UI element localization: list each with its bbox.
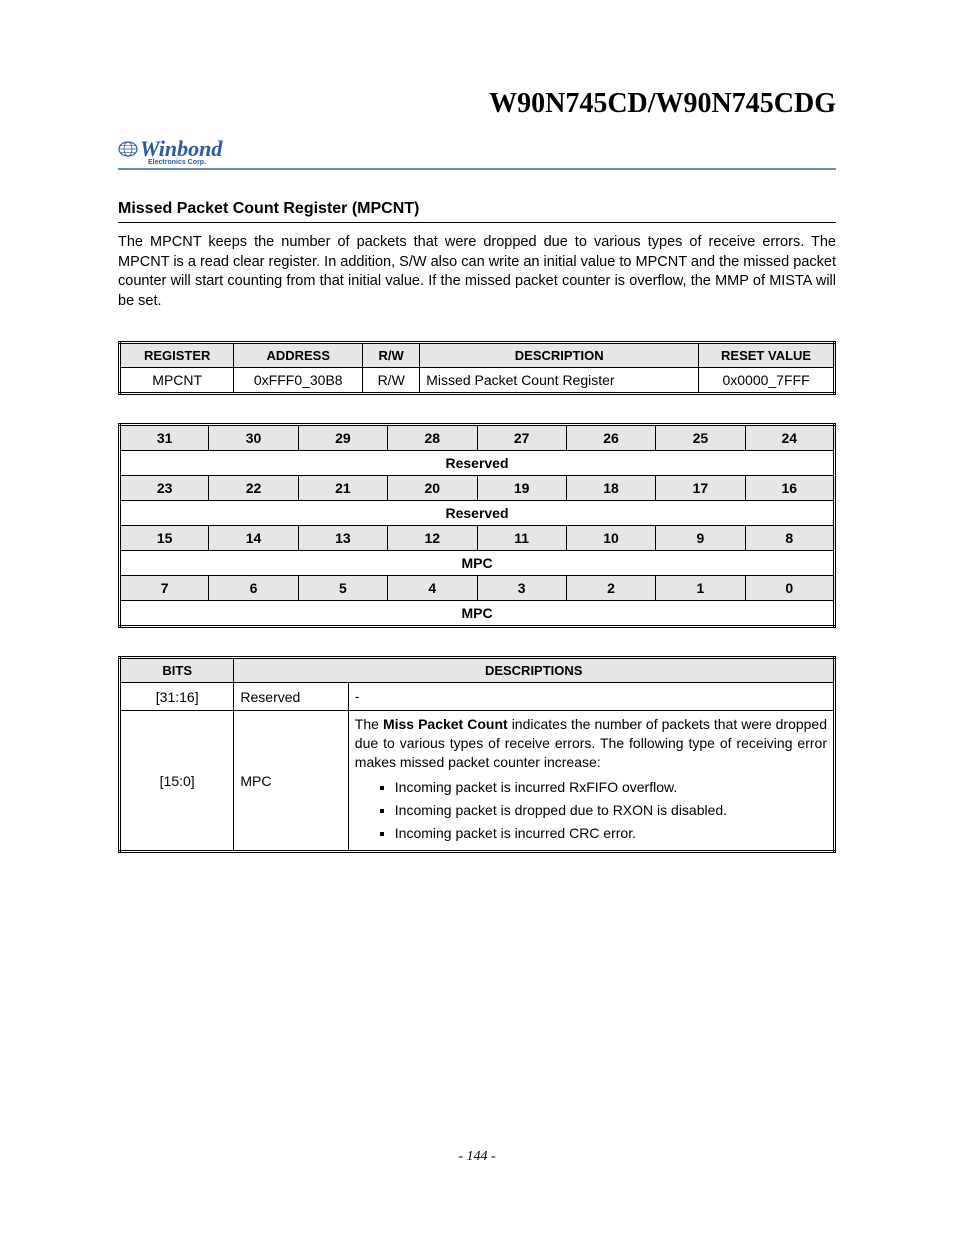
section-body: The MPCNT keeps the number of packets th… xyxy=(118,233,836,311)
description-bullet-list: Incoming packet is incurred RxFIFO overf… xyxy=(395,778,827,843)
bit-number-cell: 31 xyxy=(120,425,209,451)
bit-number-cell: 29 xyxy=(298,425,387,451)
bits-range-cell: [15:0] xyxy=(120,711,234,852)
bit-number-cell: 2 xyxy=(566,576,655,601)
cell-address: 0xFFF0_30B8 xyxy=(234,368,363,394)
table-row: MPC xyxy=(120,601,835,627)
bits-range-cell: [31:16] xyxy=(120,683,234,711)
bit-layout-table: 3130292827262524Reserved2322212019181716… xyxy=(118,423,836,628)
bit-number-cell: 21 xyxy=(298,476,387,501)
table-row: 15141312111098 xyxy=(120,526,835,551)
field-name-cell: MPC xyxy=(234,711,348,852)
bit-field-label: Reserved xyxy=(120,451,835,476)
bit-number-cell: 20 xyxy=(388,476,477,501)
field-name-cell: Reserved xyxy=(234,683,348,711)
bit-number-cell: 28 xyxy=(388,425,477,451)
col-descriptions: DESCRIPTIONS xyxy=(234,658,835,683)
list-item: Incoming packet is incurred CRC error. xyxy=(395,824,827,843)
page-number: - 144 - xyxy=(0,1149,954,1165)
document-title: W90N745CD/W90N745CDG xyxy=(118,88,836,120)
bit-number-cell: 18 xyxy=(566,476,655,501)
bit-number-cell: 16 xyxy=(745,476,834,501)
bit-number-cell: 26 xyxy=(566,425,655,451)
bit-number-cell: 15 xyxy=(120,526,209,551)
bit-number-cell: 8 xyxy=(745,526,834,551)
bit-number-cell: 11 xyxy=(477,526,566,551)
bit-number-cell: 4 xyxy=(388,576,477,601)
list-item: Incoming packet is incurred RxFIFO overf… xyxy=(395,778,827,797)
bit-number-cell: 13 xyxy=(298,526,387,551)
bit-number-cell: 12 xyxy=(388,526,477,551)
table-row: 3130292827262524 xyxy=(120,425,835,451)
bit-number-cell: 19 xyxy=(477,476,566,501)
cell-reset-value: 0x0000_7FFF xyxy=(699,368,835,394)
field-description-cell: - xyxy=(348,683,834,711)
table-row: Reserved xyxy=(120,451,835,476)
bit-number-cell: 14 xyxy=(209,526,298,551)
header-rule: Winbond Electronics Corp. xyxy=(118,138,836,170)
bit-number-cell: 22 xyxy=(209,476,298,501)
bit-number-cell: 1 xyxy=(656,576,745,601)
field-description-cell: The Miss Packet Count indicates the numb… xyxy=(348,711,834,852)
bit-number-cell: 6 xyxy=(209,576,298,601)
cell-description: Missed Packet Count Register xyxy=(420,368,699,394)
table-row: 76543210 xyxy=(120,576,835,601)
bit-number-cell: 10 xyxy=(566,526,655,551)
col-bits: BITS xyxy=(120,658,234,683)
col-rw: R/W xyxy=(363,343,420,368)
table-row: [15:0]MPCThe Miss Packet Count indicates… xyxy=(120,711,835,852)
description-text: The Miss Packet Count indicates the numb… xyxy=(355,715,827,772)
register-summary-table: REGISTER ADDRESS R/W DESCRIPTION RESET V… xyxy=(118,341,836,395)
table-row: 2322212019181716 xyxy=(120,476,835,501)
bit-number-cell: 3 xyxy=(477,576,566,601)
bit-table-body: 3130292827262524Reserved2322212019181716… xyxy=(120,425,835,627)
table-header-row: REGISTER ADDRESS R/W DESCRIPTION RESET V… xyxy=(120,343,835,368)
bit-description-table: BITS DESCRIPTIONS [31:16]Reserved-[15:0]… xyxy=(118,656,836,853)
col-address: ADDRESS xyxy=(234,343,363,368)
col-register: REGISTER xyxy=(120,343,234,368)
bit-number-cell: 30 xyxy=(209,425,298,451)
cell-register: MPCNT xyxy=(120,368,234,394)
bit-number-cell: 27 xyxy=(477,425,566,451)
bit-field-label: MPC xyxy=(120,551,835,576)
cell-rw: R/W xyxy=(363,368,420,394)
table-header-row: BITS DESCRIPTIONS xyxy=(120,658,835,683)
bit-field-label: Reserved xyxy=(120,501,835,526)
table-row: [31:16]Reserved- xyxy=(120,683,835,711)
bit-number-cell: 23 xyxy=(120,476,209,501)
bit-number-cell: 5 xyxy=(298,576,387,601)
globe-icon xyxy=(118,139,138,159)
col-reset-value: RESET VALUE xyxy=(699,343,835,368)
col-description: DESCRIPTION xyxy=(420,343,699,368)
bit-number-cell: 9 xyxy=(656,526,745,551)
table-row: MPC xyxy=(120,551,835,576)
bit-number-cell: 7 xyxy=(120,576,209,601)
page: W90N745CD/W90N745CDG Winbond Electronics… xyxy=(0,0,954,1235)
desc-table-body: [31:16]Reserved-[15:0]MPCThe Miss Packet… xyxy=(120,683,835,852)
list-item: Incoming packet is dropped due to RXON i… xyxy=(395,801,827,820)
bit-number-cell: 24 xyxy=(745,425,834,451)
company-logo: Winbond Electronics Corp. xyxy=(118,138,222,166)
bit-number-cell: 25 xyxy=(656,425,745,451)
logo-text: Winbond xyxy=(140,138,222,160)
bit-number-cell: 0 xyxy=(745,576,834,601)
table-row: Reserved xyxy=(120,501,835,526)
bit-number-cell: 17 xyxy=(656,476,745,501)
bit-field-label: MPC xyxy=(120,601,835,627)
section-heading: Missed Packet Count Register (MPCNT) xyxy=(118,200,836,223)
table-row: MPCNT 0xFFF0_30B8 R/W Missed Packet Coun… xyxy=(120,368,835,394)
